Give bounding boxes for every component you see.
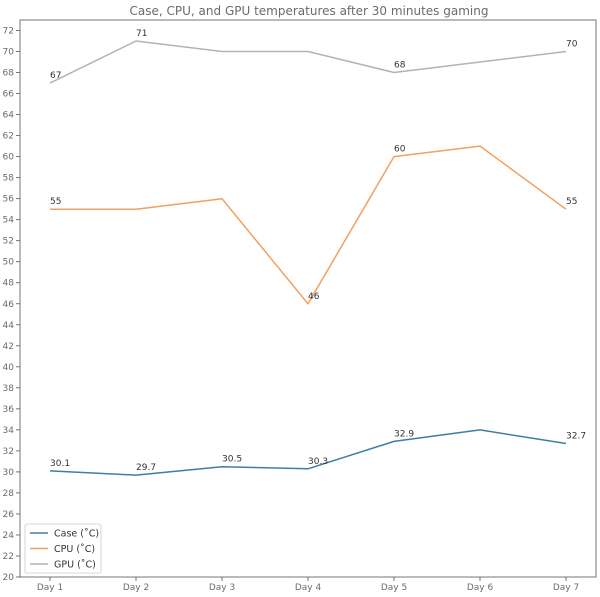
x-tick-label: Day 7 [553,583,579,593]
series-line-1 [50,145,567,305]
data-label: 71 [136,29,147,39]
data-label: 30.1 [50,459,70,469]
x-tick-label: Day 6 [467,583,494,593]
y-tick-label: 36 [3,405,15,415]
legend-box [24,523,102,574]
data-labels: 30.1 29.7 30.5 30.3 32.9 32.7 55 46 60 55 67 71 68 70 [50,29,586,473]
y-tick-label: 40 [3,363,15,373]
data-label: 55 [566,197,577,207]
y-tick-label: 54 [3,216,15,226]
y-tick-label: 50 [3,258,15,268]
series-lines [49,40,567,476]
x-tick-label: Day 2 [123,583,149,593]
legend: Case (˚C) CPU (˚C) GPU (˚C) [24,523,102,574]
y-tick-label: 64 [3,111,15,121]
y-tick-label: 22 [3,552,14,562]
y-tick-label: 68 [3,69,15,79]
series-line-2 [49,40,567,84]
legend-label: GPU (˚C) [54,560,96,571]
legend-label: Case (˚C) [54,529,99,540]
x-tick-label: Day 1 [37,583,63,593]
y-tick-label: 26 [3,510,15,520]
data-label: 55 [50,197,61,207]
y-tick-label: 66 [3,90,15,100]
y-tick-label: 48 [3,279,15,289]
data-label: 68 [394,61,406,71]
data-label: 32.9 [394,429,414,439]
y-tick-label: 58 [3,174,15,184]
y-tick-label: 62 [3,132,14,142]
y-tick-label: 30 [3,468,15,478]
data-label: 32.7 [566,432,586,442]
series-line-0 [49,429,567,476]
x-axis: Day 1 Day 2 Day 3 Day 4 Day 5 Day 6 Day 7 [37,577,579,593]
y-tick-label: 70 [3,48,15,58]
x-tick-label: Day 4 [295,583,322,593]
data-label: 67 [50,71,61,81]
legend-label: CPU (˚C) [54,544,95,555]
y-tick-label: 52 [3,237,14,247]
data-label: 30.5 [222,455,242,465]
y-tick-label: 38 [3,384,15,394]
y-tick-label: 44 [3,321,15,331]
y-tick-label: 24 [3,531,15,541]
y-tick-label: 34 [3,426,15,436]
y-tick-label: 72 [3,27,14,37]
data-label: 30.3 [308,457,328,467]
y-tick-label: 42 [3,342,14,352]
y-tick-label: 56 [3,195,15,205]
y-tick-label: 46 [3,300,15,310]
data-label: 29.7 [136,463,156,473]
x-tick-label: Day 5 [381,583,407,593]
y-tick-label: 32 [3,447,14,457]
y-axis: 20 22 24 26 28 30 32 34 36 38 40 42 44 46 48 50 52 54 56 58… [3,27,20,583]
y-tick-label: 20 [3,573,15,583]
data-label: 70 [566,40,578,50]
chart-title: Case, CPU, and GPU temperatures after 30… [130,4,489,18]
y-tick-label: 60 [3,153,15,163]
data-label: 60 [394,145,406,155]
x-tick-label: Day 3 [209,583,235,593]
y-tick-label: 28 [3,489,15,499]
data-label: 46 [308,292,320,302]
